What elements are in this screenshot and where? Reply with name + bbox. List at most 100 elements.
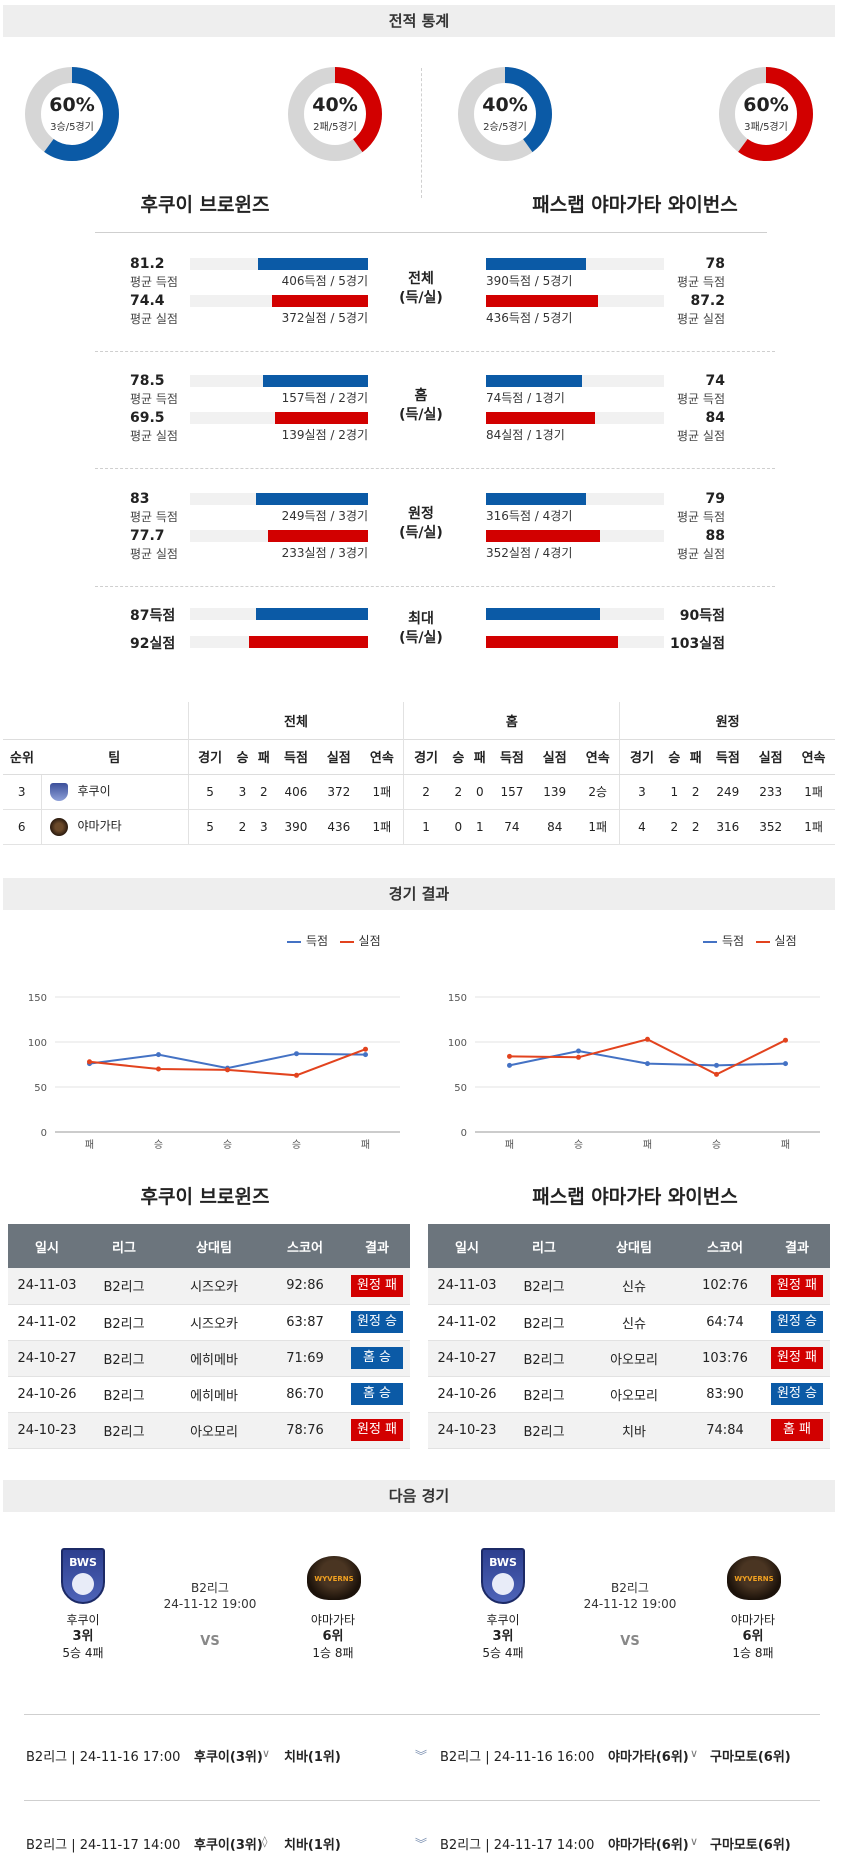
- stat-category-label: 홈 (득/실): [381, 387, 461, 425]
- results-cell: B2리그: [506, 1340, 582, 1377]
- donut-percent: 60%: [49, 94, 95, 116]
- home-stat-bar: [258, 258, 368, 270]
- y-tick-label: 50: [454, 1083, 467, 1094]
- standings-cell: 2: [403, 774, 448, 810]
- data-point: [645, 1061, 650, 1067]
- standings-cell: 0: [469, 774, 491, 810]
- home-team-rank: 3위: [72, 1629, 94, 1644]
- home-stat-caption: 233실점 / 3경기: [281, 546, 368, 560]
- standings-cell: 352: [749, 809, 793, 845]
- results-header: 일시: [8, 1224, 86, 1268]
- data-point: [576, 1054, 581, 1060]
- data-point: [87, 1059, 92, 1065]
- donut-percent: 40%: [312, 94, 358, 116]
- standings-cell: 2: [253, 774, 275, 810]
- category-sub: (득/실): [399, 630, 443, 646]
- home-team-info: 후쿠이 3위 5승 4패: [43, 1612, 123, 1661]
- match-info: B2리그 24-11-12 19:00: [570, 1580, 690, 1612]
- data-point: [294, 1072, 299, 1078]
- results-cell: 24-10-23: [428, 1412, 506, 1449]
- x-tick-label: 패: [781, 1139, 790, 1151]
- vs-label: VS: [620, 1634, 640, 1649]
- results-cell: B2리그: [506, 1412, 582, 1449]
- standings-header: 연속: [792, 738, 835, 775]
- home-team-record: 5승 4패: [62, 1646, 104, 1660]
- away-stat-label: 평균 득점: [677, 510, 725, 524]
- results-cell: 원정 승: [764, 1304, 830, 1341]
- home-stat-bar: [272, 295, 368, 307]
- divider: [24, 1800, 820, 1801]
- away-team-record: 1승 8패: [312, 1646, 354, 1660]
- yamagata-logo-icon: WYVERNS: [727, 1556, 781, 1600]
- results-cell: 신슈: [582, 1268, 686, 1305]
- results-header: 결과: [344, 1224, 410, 1268]
- standings-cell: 436: [317, 809, 361, 845]
- standings-cell: 5: [187, 809, 232, 845]
- standings-header: 순위: [3, 738, 41, 775]
- standings-cell: 1: [663, 774, 686, 810]
- standings-cell: 2: [231, 809, 254, 845]
- results-cell: 64:74: [686, 1304, 764, 1341]
- results-header: 스코어: [686, 1224, 764, 1268]
- results-row: 24-11-02 B2리그 시즈오카 63:87 원정 승: [8, 1304, 410, 1341]
- yamagata-logo-icon: [49, 817, 68, 836]
- away-stat-bar: [486, 375, 582, 387]
- home-stat-value: 74.4: [130, 293, 165, 309]
- x-tick-label: 승: [712, 1139, 721, 1151]
- standings-cell: 2: [663, 809, 686, 845]
- results-cell: B2리그: [506, 1304, 582, 1341]
- home-stat-bar: [256, 493, 368, 505]
- data-point: [576, 1048, 581, 1054]
- donut-caption: 3패/5경기: [744, 122, 788, 133]
- away-stat-value: 88: [705, 528, 725, 544]
- results-cell: 원정 패: [764, 1268, 830, 1305]
- divider: [24, 1714, 820, 1715]
- home-stat-label: 평균 득점: [130, 275, 178, 289]
- away-stat-label: 평균 실점: [677, 547, 725, 561]
- results-cell: 원정 패: [344, 1268, 410, 1305]
- x-tick-label: 패: [361, 1139, 370, 1151]
- data-point: [783, 1037, 788, 1043]
- standings-header: 패: [469, 738, 491, 775]
- standings-cell: 74: [490, 809, 534, 845]
- result-badge: 원정 승: [351, 1311, 403, 1333]
- away-stat-caption: 352실점 / 4경기: [486, 546, 573, 560]
- yamagata-logo-text: WYVERNS: [314, 1575, 354, 1583]
- results-cell: 아오모리: [162, 1412, 266, 1449]
- category-name: 전체: [408, 271, 434, 287]
- match-datetime: 24-11-12 19:00: [163, 1597, 257, 1611]
- results-header: 스코어: [266, 1224, 344, 1268]
- away-stat-caption: 316득점 / 4경기: [486, 509, 573, 523]
- standings-cell: 5: [187, 774, 232, 810]
- away-stat-caption: 84실점 / 1경기: [486, 428, 565, 442]
- donut-fill: [719, 67, 813, 161]
- results-cell: B2리그: [86, 1304, 162, 1341]
- section-header-next: 다음 경기: [3, 1480, 835, 1512]
- results-cell: 24-11-02: [8, 1304, 86, 1341]
- results-cell: 103:76: [686, 1340, 764, 1377]
- stat-category-label: 원정 (득/실): [381, 505, 461, 543]
- standings-cell: 1패: [576, 809, 620, 845]
- home-team-record: 5승 4패: [482, 1646, 524, 1660]
- standings-cell: 3: [3, 774, 41, 810]
- home-results-table: 일시 리그 상대팀 스코어 결과 24-11-03 B2리그 시즈오카 92:86 원정 패 24-…: [8, 1224, 410, 1449]
- results-cell: 아오모리: [582, 1340, 686, 1377]
- category-sub: (득/실): [399, 407, 443, 423]
- results-cell: B2리그: [506, 1376, 582, 1413]
- standings-cell: 139: [533, 774, 577, 810]
- fukui-logo-text: BWS: [489, 1556, 517, 1569]
- x-tick-label: 패: [85, 1139, 94, 1151]
- standings-header: 연속: [576, 738, 620, 775]
- standings-cell: 2: [685, 774, 707, 810]
- standings-cell: 84: [533, 809, 577, 845]
- y-tick-label: 50: [34, 1083, 47, 1094]
- donut-caption: 3승/5경기: [50, 122, 94, 133]
- away-stat-caption: 74득점 / 1경기: [486, 391, 565, 405]
- schedule-opponent: 치바(1위): [284, 1838, 341, 1853]
- result-badge: 원정 승: [771, 1311, 823, 1333]
- away-max-bar: [486, 608, 600, 620]
- standings-cell: 2승: [576, 774, 620, 810]
- away-stat-bar: [486, 258, 586, 270]
- data-point: [363, 1046, 368, 1052]
- home-max-value: 87득점: [130, 608, 176, 624]
